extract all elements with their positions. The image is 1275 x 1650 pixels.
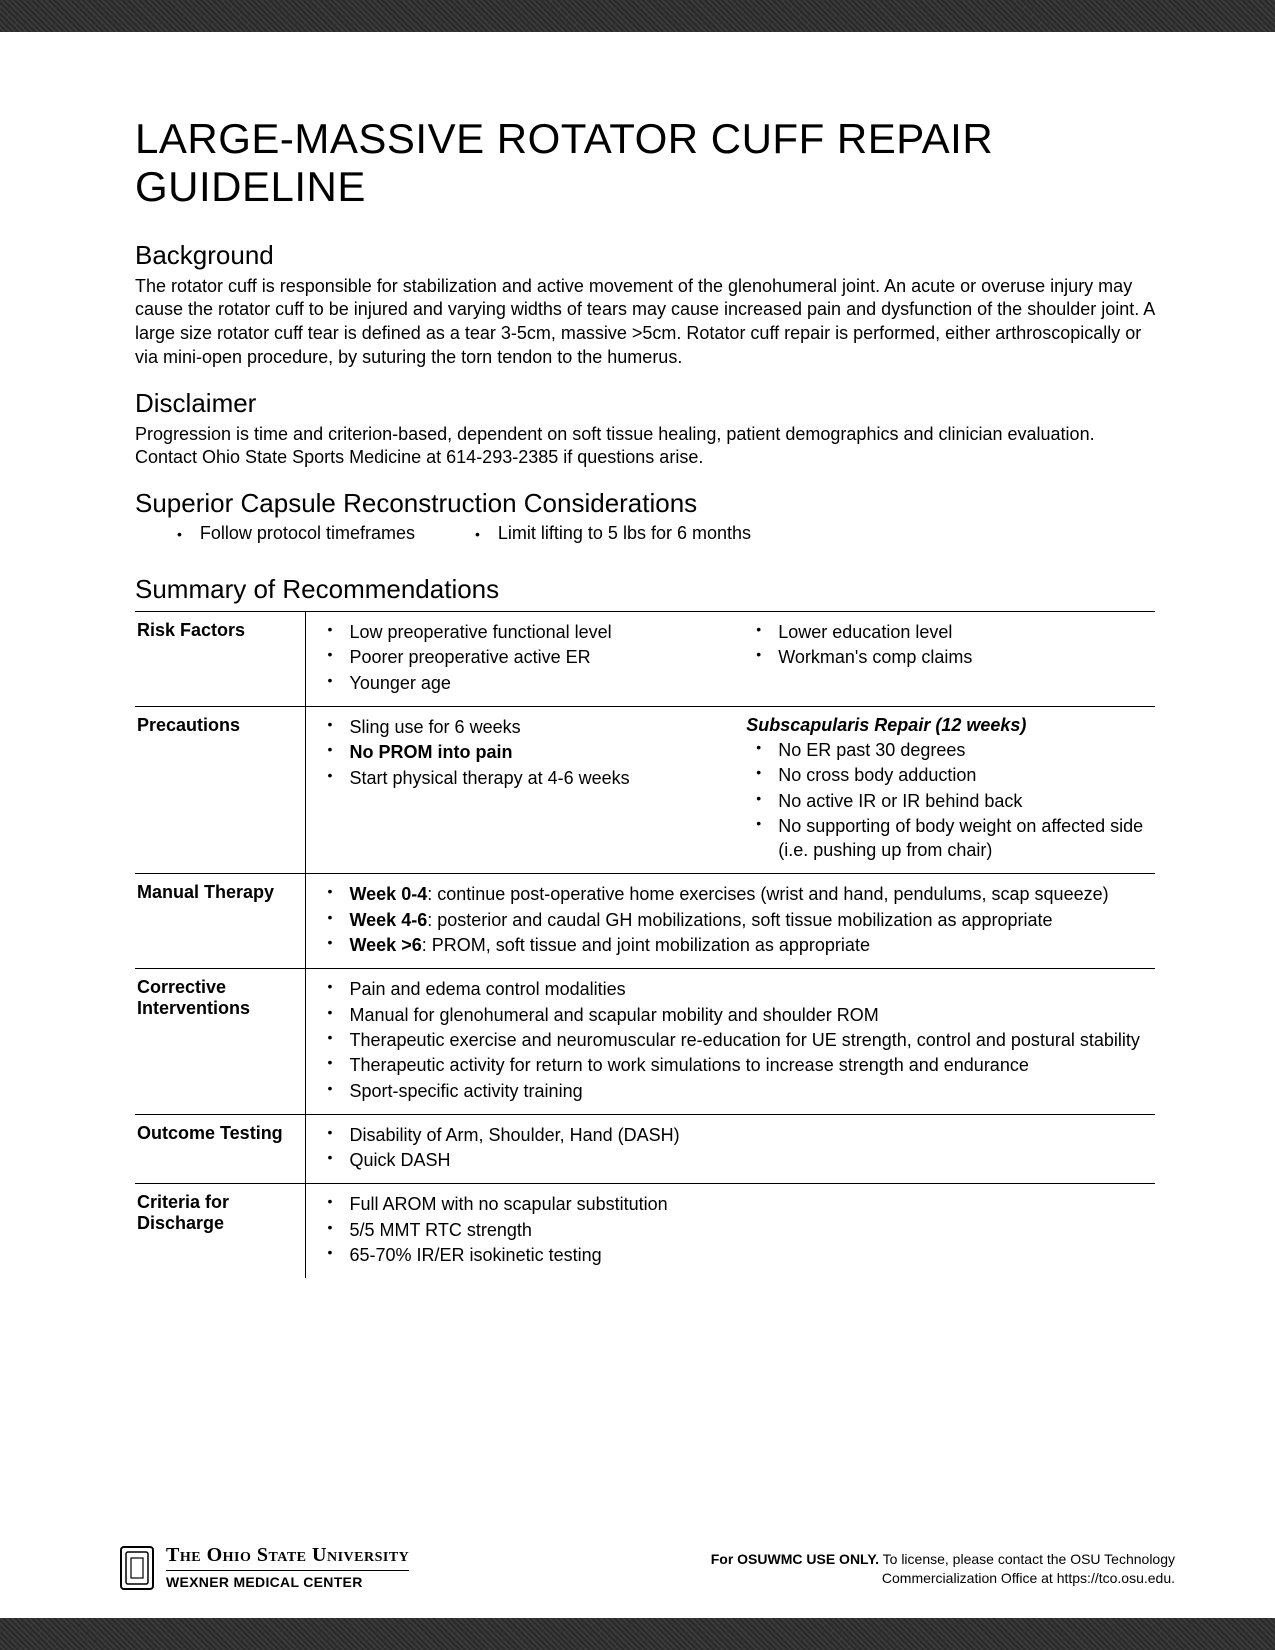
scr-heading: Superior Capsule Reconstruction Consider… <box>135 488 1155 519</box>
list-item: Week 4-6: posterior and caudal GH mobili… <box>316 908 1146 932</box>
list-item: 5/5 MMT RTC strength <box>316 1218 1146 1242</box>
table-row: Risk Factors Low preoperative functional… <box>135 612 1155 707</box>
table-row: Manual Therapy Week 0-4: continue post-o… <box>135 874 1155 969</box>
shield-icon <box>120 1546 154 1590</box>
summary-heading: Summary of Recommendations <box>135 574 1155 605</box>
row-label: Precautions <box>135 706 305 873</box>
list-item: No PROM into pain <box>316 740 717 764</box>
background-heading: Background <box>135 240 1155 271</box>
list-item: No cross body adduction <box>744 763 1145 787</box>
row-label: Manual Therapy <box>135 874 305 969</box>
page-footer: The Ohio State University WEXNER MEDICAL… <box>120 1544 1175 1590</box>
list-item: No supporting of body weight on affected… <box>744 814 1145 863</box>
list-item: Poorer preoperative active ER <box>316 645 717 669</box>
scr-item: Limit lifting to 5 lbs for 6 months <box>498 523 751 544</box>
scr-bullets: •Follow protocol timeframes •Limit lifti… <box>135 523 1155 544</box>
list-item: Therapeutic exercise and neuromuscular r… <box>316 1028 1146 1052</box>
precautions-subheading: Subscapularis Repair (12 weeks) <box>744 715 1145 736</box>
list-item: Week 0-4: continue post-operative home e… <box>316 882 1146 906</box>
list-item: Sling use for 6 weeks <box>316 715 717 739</box>
table-row: Corrective Interventions Pain and edema … <box>135 969 1155 1114</box>
list-item: No ER past 30 degrees <box>744 738 1145 762</box>
list-item: Week >6: PROM, soft tissue and joint mob… <box>316 933 1146 957</box>
list-item: Low preoperative functional level <box>316 620 717 644</box>
list-item: No active IR or IR behind back <box>744 789 1145 813</box>
list-item: Pain and edema control modalities <box>316 977 1146 1001</box>
osu-logo: The Ohio State University WEXNER MEDICAL… <box>120 1544 409 1590</box>
bottom-decorative-bar <box>0 1618 1275 1650</box>
disclaimer-text: Progression is time and criterion-based,… <box>135 423 1155 471</box>
list-item: Manual for glenohumeral and scapular mob… <box>316 1003 1146 1027</box>
background-text: The rotator cuff is responsible for stab… <box>135 275 1155 370</box>
list-item: Start physical therapy at 4-6 weeks <box>316 766 717 790</box>
document-body: LARGE-MASSIVE ROTATOR CUFF REPAIR GUIDEL… <box>0 0 1275 1278</box>
list-item: Disability of Arm, Shoulder, Hand (DASH) <box>316 1123 1146 1147</box>
list-item: 65-70% IR/ER isokinetic testing <box>316 1243 1146 1267</box>
disclaimer-heading: Disclaimer <box>135 388 1155 419</box>
row-label: Outcome Testing <box>135 1114 305 1184</box>
top-decorative-bar <box>0 0 1275 32</box>
list-item: Workman's comp claims <box>744 645 1145 669</box>
tco-link[interactable]: https://tco.osu.edu <box>1057 1570 1171 1586</box>
medical-center-name: WEXNER MEDICAL CENTER <box>166 1574 409 1590</box>
table-row: Criteria for Discharge Full AROM with no… <box>135 1184 1155 1278</box>
list-item: Lower education level <box>744 620 1145 644</box>
list-item: Therapeutic activity for return to work … <box>316 1053 1146 1077</box>
footer-notice: For OSUWMC USE ONLY. To license, please … <box>655 1544 1175 1588</box>
list-item: Younger age <box>316 671 717 695</box>
list-item: Quick DASH <box>316 1148 1146 1172</box>
list-item: Sport-specific activity training <box>316 1079 1146 1103</box>
summary-table: Risk Factors Low preoperative functional… <box>135 611 1155 1278</box>
page-title: LARGE-MASSIVE ROTATOR CUFF REPAIR GUIDEL… <box>135 115 1155 212</box>
table-row: Precautions Sling use for 6 weeks No PRO… <box>135 706 1155 873</box>
row-label: Criteria for Discharge <box>135 1184 305 1278</box>
row-label: Corrective Interventions <box>135 969 305 1114</box>
row-label: Risk Factors <box>135 612 305 707</box>
table-row: Outcome Testing Disability of Arm, Shoul… <box>135 1114 1155 1184</box>
university-name: The Ohio State University <box>166 1544 409 1571</box>
scr-item: Follow protocol timeframes <box>200 523 415 544</box>
list-item: Full AROM with no scapular substitution <box>316 1192 1146 1216</box>
